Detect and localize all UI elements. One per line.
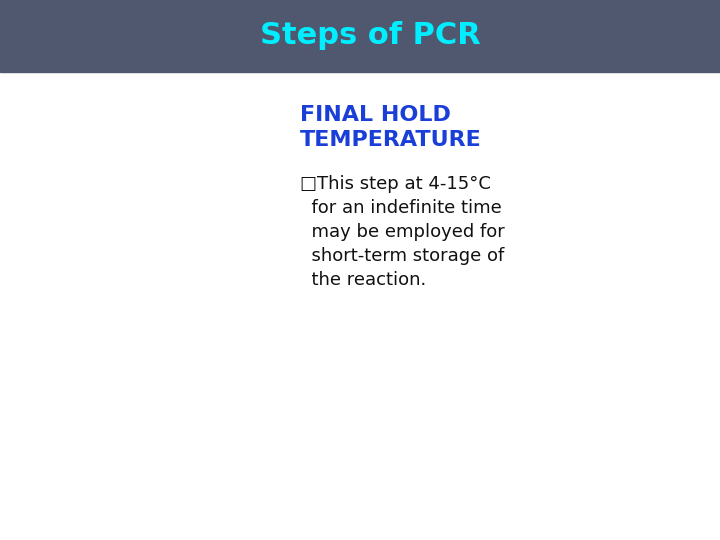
Text: may be employed for: may be employed for: [300, 223, 505, 241]
Text: Steps of PCR: Steps of PCR: [260, 22, 480, 51]
Text: □This step at 4-15°C: □This step at 4-15°C: [300, 175, 491, 193]
Text: short-term storage of: short-term storage of: [300, 247, 504, 265]
Bar: [0, 0, 720, 72]
Text: TEMPERATURE: TEMPERATURE: [300, 130, 482, 150]
Text: for an indefinite time: for an indefinite time: [300, 199, 502, 217]
Text: the reaction.: the reaction.: [300, 271, 426, 289]
Text: FINAL HOLD: FINAL HOLD: [300, 105, 451, 125]
